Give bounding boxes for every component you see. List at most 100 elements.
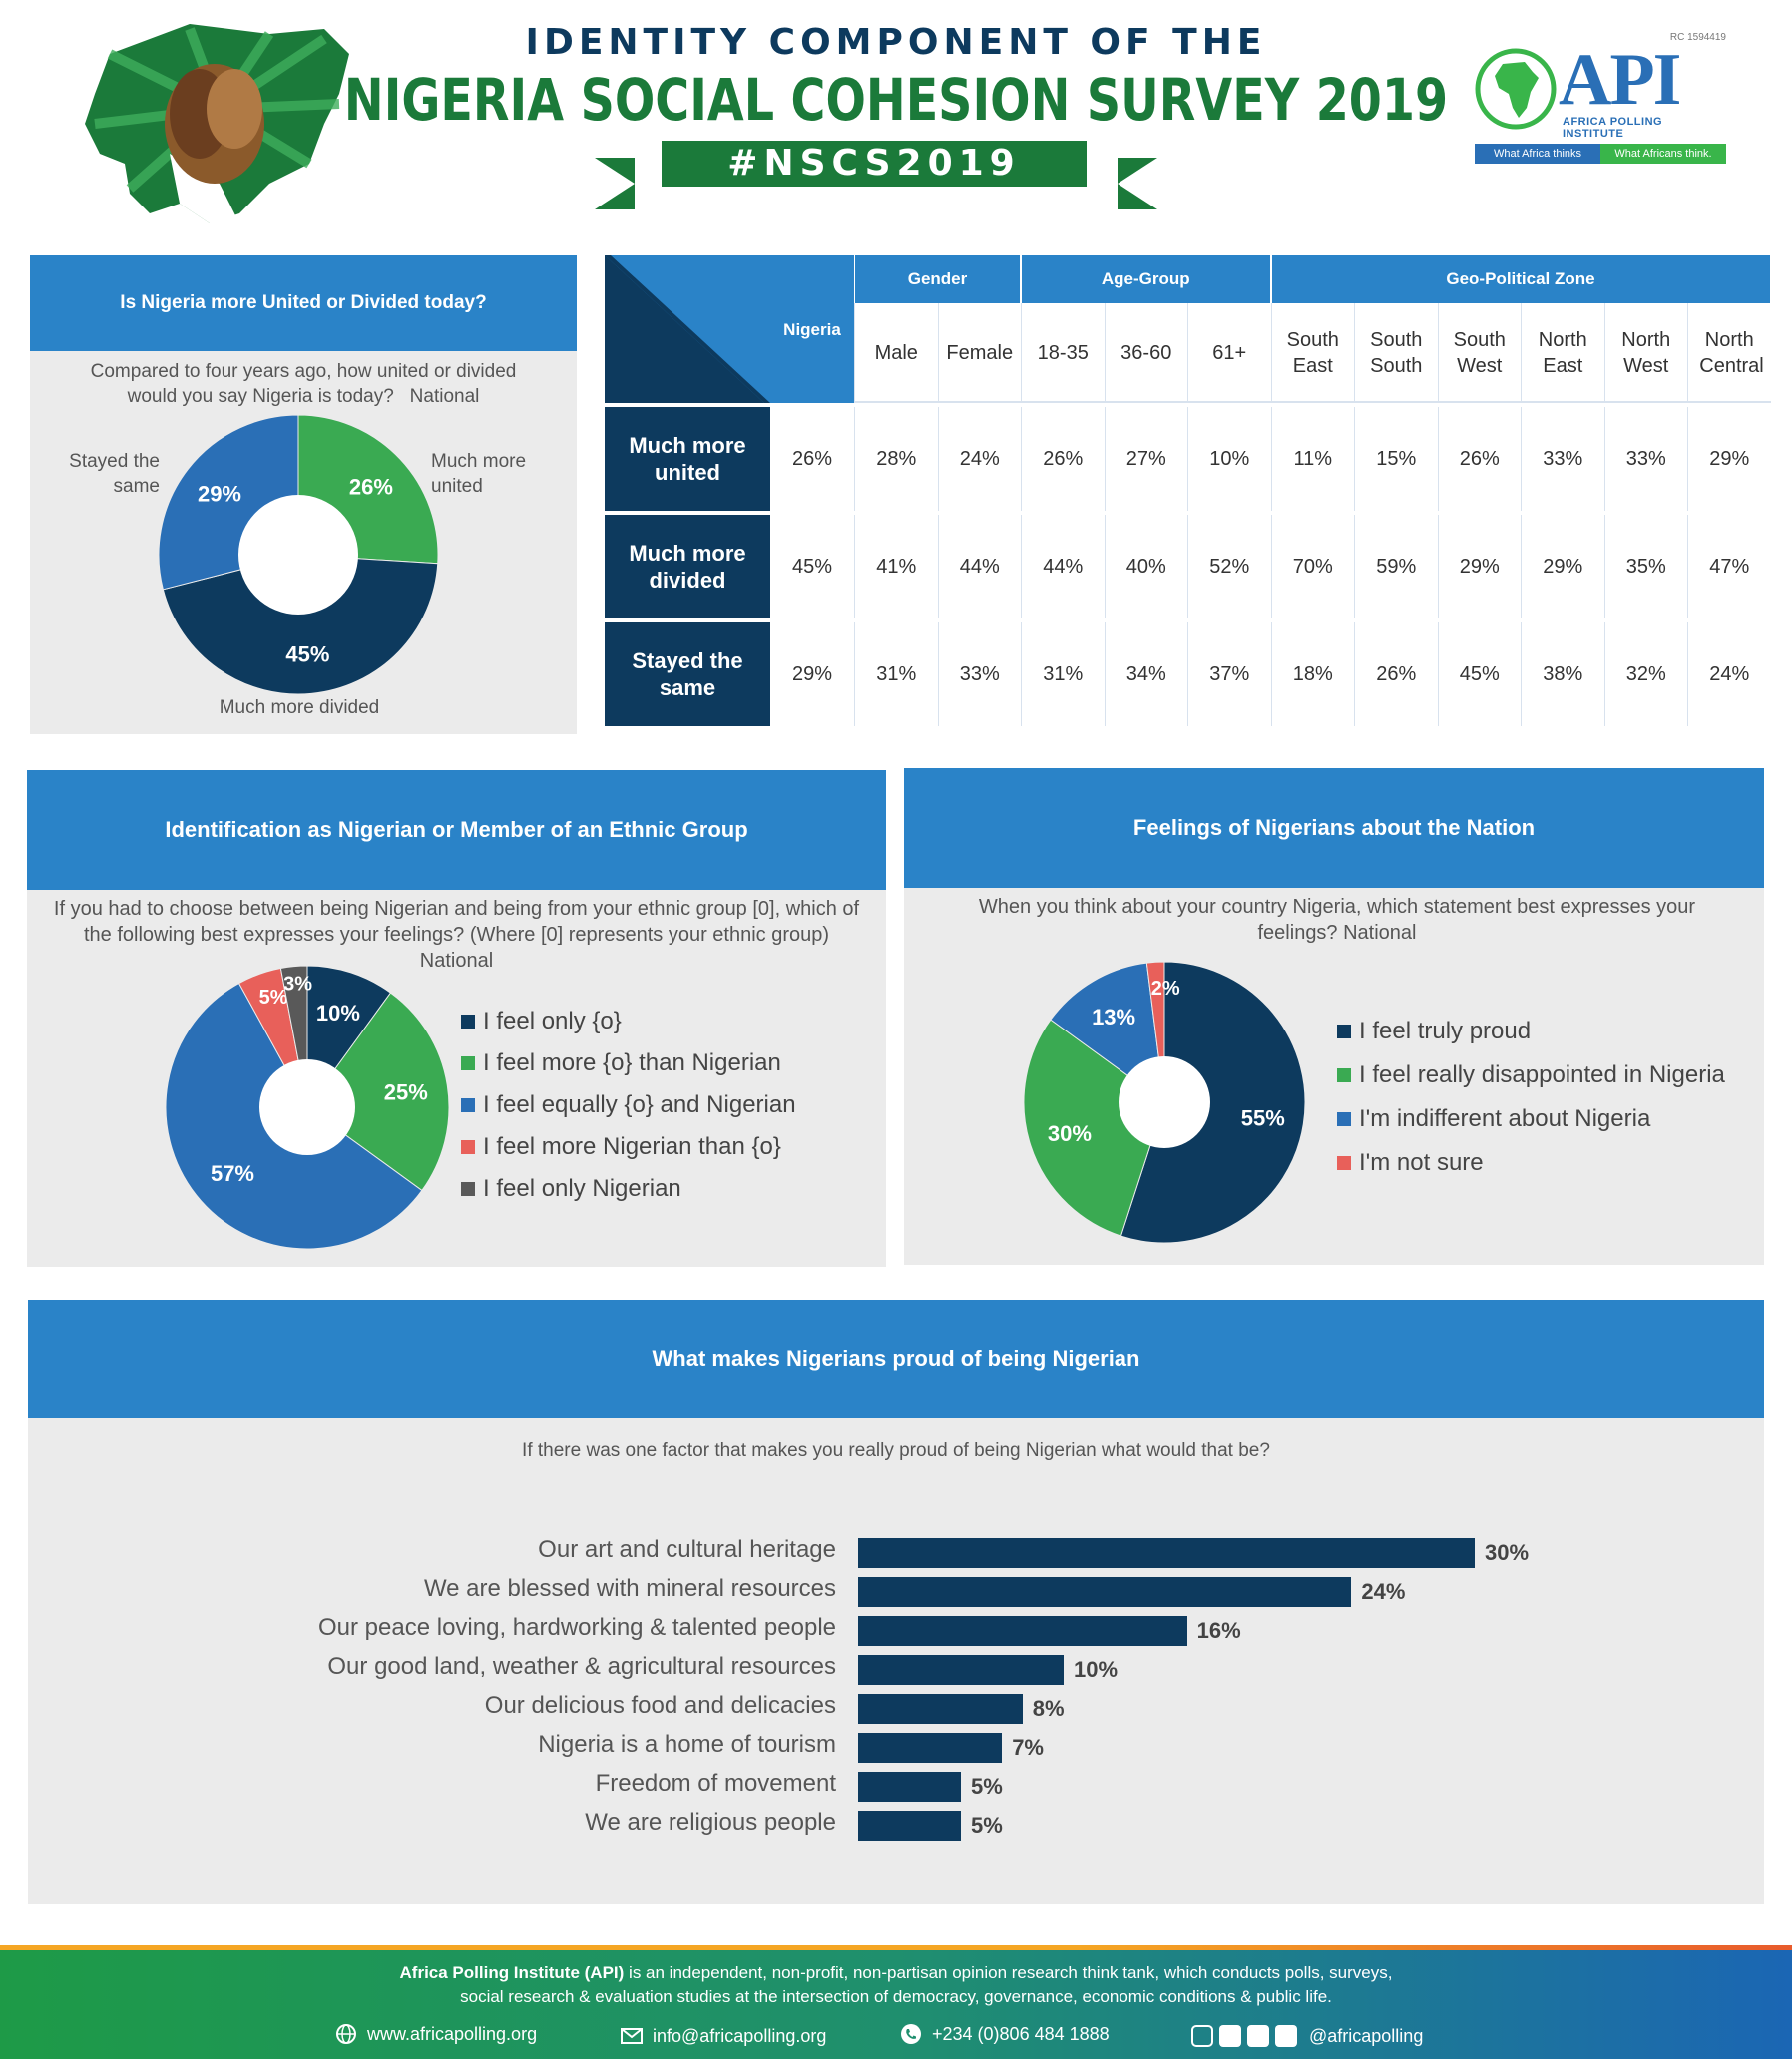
proud-bar-value-1: 24%: [1361, 1579, 1406, 1604]
table-col-header-text-5: South East: [1286, 329, 1339, 377]
table-cell-0-10: 33%: [1603, 407, 1688, 511]
table-cell-1-9: 29%: [1521, 515, 1604, 618]
proud-bar-category-5: Nigeria is a home of tourism: [538, 1731, 836, 1758]
feelings-legend-item-2: I'm indifferent about Nigeria: [1337, 1105, 1650, 1133]
table-col-header-text-4: 61+: [1212, 342, 1247, 364]
table-nigeria-header: Nigeria: [783, 320, 841, 339]
table-group-2: Geo-Political Zone: [1271, 255, 1770, 303]
identity-donut-label-0: 10%: [316, 1001, 360, 1026]
united-donut-label-1: 45%: [285, 642, 329, 667]
table-corner: [605, 255, 854, 403]
proud-bar-value-4: 8%: [1032, 1696, 1065, 1721]
table-cell-2-11: 24%: [1687, 622, 1771, 726]
proud-bar-value-5: 7%: [1012, 1735, 1044, 1760]
footer-phone[interactable]: +234 (0)806 484 1888: [900, 2023, 1110, 2045]
identity-donut-hole: [259, 1059, 355, 1155]
table-cell-0-2: 24%: [937, 407, 1022, 511]
proud-bar-value-2: 16%: [1196, 1618, 1241, 1643]
identity-legend-swatch-1: [461, 1056, 475, 1070]
header-title: NIGERIA SOCIAL COHESION SURVEY 2019: [343, 66, 1449, 134]
twitter-icon[interactable]: [1219, 2025, 1241, 2047]
ribbon-right-tail: [1118, 158, 1157, 209]
united-question-text: Compared to four years ago, how united o…: [90, 361, 517, 407]
identity-title: Identification as Nigerian or Member of …: [27, 770, 886, 890]
proud-bar-6: [858, 1772, 961, 1802]
proud-bar-value-7: 5%: [971, 1813, 1003, 1838]
proud-bar-4: [858, 1694, 1023, 1724]
table-cell-1-8: 29%: [1437, 515, 1522, 618]
identity-donut-label-1: 25%: [384, 1079, 428, 1104]
proud-bar-value-3: 10%: [1074, 1657, 1119, 1682]
identity-legend-label-3: I feel more Nigerian than {o}: [483, 1133, 781, 1160]
facebook-icon[interactable]: [1247, 2025, 1269, 2047]
table-cell-2-4: 34%: [1104, 622, 1188, 726]
feelings-legend-swatch-2: [1337, 1112, 1351, 1126]
identity-question: If you had to choose between being Niger…: [50, 896, 863, 974]
proud-title: What makes Nigerians proud of being Nige…: [28, 1300, 1764, 1418]
identity-legend-label-0: I feel only {o}: [483, 1008, 622, 1034]
table-col-header-text-6: South South: [1370, 329, 1423, 377]
footer-org: Africa Polling Institute (API): [399, 1963, 625, 1982]
hashtag-ribbon: #NSCS2019: [659, 138, 1090, 190]
api-full-name: AFRICA POLLING INSTITUTE: [1563, 116, 1663, 140]
identity-legend-label-1: I feel more {o} than Nigerian: [483, 1049, 781, 1076]
feelings-donut-label-2: 13%: [1092, 1005, 1135, 1030]
api-tagline-left: What Africa thinks: [1475, 144, 1600, 164]
feelings-donut-label-0: 55%: [1241, 1106, 1285, 1131]
table-col-header-2: 18-35: [1021, 303, 1105, 403]
table-cell-2-5: 37%: [1187, 622, 1271, 726]
footer-email[interactable]: info@africapolling.org: [621, 2025, 826, 2047]
africa-globe-icon: [1475, 48, 1557, 130]
feelings-donut-label-3: 2%: [1151, 978, 1180, 1000]
table-row-label-1: Much more divided: [605, 515, 770, 618]
table-col-header-9: North West: [1603, 303, 1687, 403]
proud-bar-2: [858, 1616, 1187, 1646]
proud-bar-category-6: Freedom of movement: [595, 1770, 836, 1797]
united-divided-donut: 26% 45% 29%: [159, 415, 438, 694]
footer-phone-text: +234 (0)806 484 1888: [932, 2023, 1110, 2044]
identity-legend-label-4: I feel only Nigerian: [483, 1175, 681, 1202]
label-stayed-same: Stayed the same: [69, 451, 160, 497]
proud-bar-category-3: Our good land, weather & agricultural re…: [327, 1653, 836, 1680]
linkedin-icon[interactable]: [1275, 2025, 1297, 2047]
identity-legend-item-4: I feel only Nigerian: [461, 1175, 681, 1203]
table-cell-2-8: 45%: [1437, 622, 1522, 726]
feelings-donut-hole: [1119, 1056, 1210, 1148]
api-rc-number: RC 1594419: [1669, 32, 1726, 43]
identity-donut: 10% 25% 57% 5%3%: [166, 966, 449, 1249]
table-cell-2-1: 31%: [854, 622, 938, 726]
feelings-legend-item-1: I feel really disappointed in Nigeria: [1337, 1061, 1725, 1089]
footer: Africa Polling Institute (API) is an ind…: [0, 1945, 1792, 2059]
feelings-legend-label-3: I'm not sure: [1359, 1149, 1484, 1176]
identity-legend-swatch-4: [461, 1182, 475, 1196]
table-col-header-text-2: 18-35: [1037, 342, 1089, 364]
table-cell-2-2: 33%: [937, 622, 1022, 726]
footer-social[interactable]: @africapolling: [1191, 2025, 1423, 2047]
instagram-icon[interactable]: [1191, 2025, 1213, 2047]
table-cell-2-7: 26%: [1354, 622, 1438, 726]
header-subtitle: IDENTITY COMPONENT OF THE: [525, 22, 1267, 63]
proud-bar-5: [858, 1733, 1003, 1763]
identity-donut-slice-1: [306, 992, 449, 1192]
footer-website[interactable]: www.africapolling.org: [335, 2023, 537, 2045]
feelings-donut: 55% 30% 13% 2%: [1024, 962, 1305, 1243]
proud-bar-7: [858, 1811, 961, 1841]
table-row-label-2: Stayed the same: [605, 622, 770, 726]
footer-social-handle: @africapolling: [1309, 2025, 1424, 2046]
proud-bar-category-0: Our art and cultural heritage: [538, 1536, 836, 1563]
united-donut-slice-1: [162, 554, 438, 694]
ribbon-left-tail: [595, 158, 635, 209]
table-col-header-0: Male: [854, 303, 938, 403]
united-divided-question: Compared to four years ago, how united o…: [70, 359, 537, 409]
table-cell-1-4: 40%: [1104, 515, 1188, 618]
table-col-header-1: Female: [937, 303, 1021, 403]
table-cell-2-9: 38%: [1521, 622, 1604, 726]
table-cell-2-6: 18%: [1270, 622, 1355, 726]
footer-website-text: www.africapolling.org: [367, 2023, 538, 2044]
feelings-legend-swatch-0: [1337, 1025, 1351, 1038]
identity-legend-item-1: I feel more {o} than Nigerian: [461, 1049, 781, 1077]
table-col-header-text-7: South West: [1453, 329, 1506, 377]
identity-question-scope: National: [419, 950, 494, 972]
proud-bar-value-6: 5%: [971, 1774, 1003, 1799]
proud-question: If there was one factor that makes you r…: [522, 1441, 1270, 1461]
